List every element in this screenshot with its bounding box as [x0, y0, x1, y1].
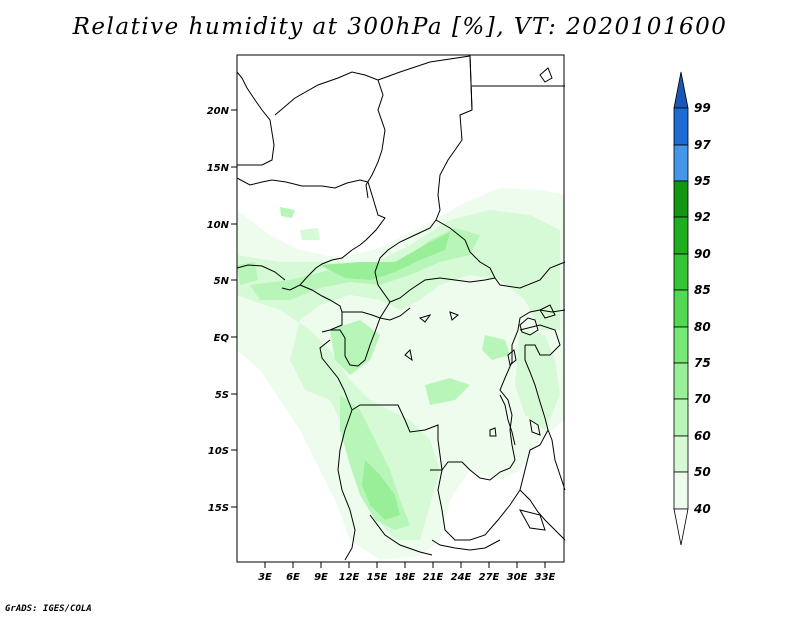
- colorbar-seg-97-99: [673, 107, 689, 146]
- lon-label-30e: 30E: [507, 572, 528, 583]
- colorbar-bottom-arrow: [673, 508, 689, 546]
- colorbar-label-50: 50: [694, 465, 711, 479]
- colorbar-seg-90-92: [673, 216, 689, 255]
- colorbar-seg-60-70: [673, 398, 689, 437]
- colorbar-seg-50-60: [673, 435, 689, 473]
- colorbar-top-arrow: [673, 71, 689, 109]
- lat-label-10s: 10S: [208, 446, 229, 457]
- lat-label-10n: 10N: [207, 220, 230, 231]
- colorbar-label-40: 40: [693, 502, 711, 516]
- colorbar-seg-70-75: [673, 362, 689, 400]
- colorbar-label-85: 85: [694, 283, 711, 297]
- colorbar-seg-80-85: [673, 289, 689, 328]
- lon-label-27e: 27E: [479, 572, 500, 583]
- latitude-axis: 20N 15N 10N 5N EQ 5S 10S 15S: [207, 106, 237, 514]
- lon-label-12e: 12E: [339, 572, 360, 583]
- colorbar-seg-95-97: [673, 144, 689, 182]
- humidity-shading: [237, 188, 565, 560]
- colorbar-label-70: 70: [694, 392, 711, 406]
- colorbar-label-92: 92: [694, 210, 711, 224]
- lakes: [404, 67, 556, 531]
- colorbar-seg-85-90: [673, 253, 689, 291]
- lon-label-9e: 9E: [314, 572, 328, 583]
- lat-label-5n: 5N: [214, 276, 230, 287]
- lon-label-21e: 21E: [423, 572, 444, 583]
- lon-label-6e: 6E: [286, 572, 300, 583]
- colorbar-label-90: 90: [694, 247, 711, 261]
- colorbar-label-99: 99: [694, 101, 711, 115]
- lat-label-15n: 15N: [207, 163, 230, 174]
- lat-label-20n: 20N: [207, 106, 230, 117]
- longitude-axis: 3E 6E 9E 12E 15E 18E 21E 24E 27E 30E 33E: [258, 562, 556, 583]
- colorbar-label-97: 97: [694, 138, 711, 152]
- lat-label-5s: 5S: [215, 390, 229, 401]
- lon-label-3e: 3E: [258, 572, 272, 583]
- colorbar-label-95: 95: [694, 174, 711, 188]
- colorbar-label-60: 60: [694, 429, 711, 443]
- lat-label-eq: EQ: [214, 333, 230, 344]
- colorbar-label-80: 80: [694, 320, 711, 334]
- colorbar-seg-40-50: [673, 471, 689, 510]
- country-borders: [236, 55, 566, 561]
- lat-label-15s: 15S: [208, 503, 229, 514]
- lon-label-18e: 18E: [395, 572, 416, 583]
- grads-credit: GrADS: IGES/COLA: [5, 604, 92, 614]
- lon-label-24e: 24E: [451, 572, 472, 583]
- lon-label-15e: 15E: [367, 572, 388, 583]
- colorbar-seg-75-80: [673, 326, 689, 364]
- colorbar-seg-92-95: [673, 180, 689, 218]
- colorbar: 99 97 95 92 90 85 80 75 70 60 50 40: [673, 71, 711, 546]
- map-frame: [236, 54, 565, 563]
- lon-label-33e: 33E: [535, 572, 556, 583]
- map-title: Relative humidity at 300hPa [%], VT: 202…: [72, 14, 728, 40]
- colorbar-label-75: 75: [694, 356, 711, 370]
